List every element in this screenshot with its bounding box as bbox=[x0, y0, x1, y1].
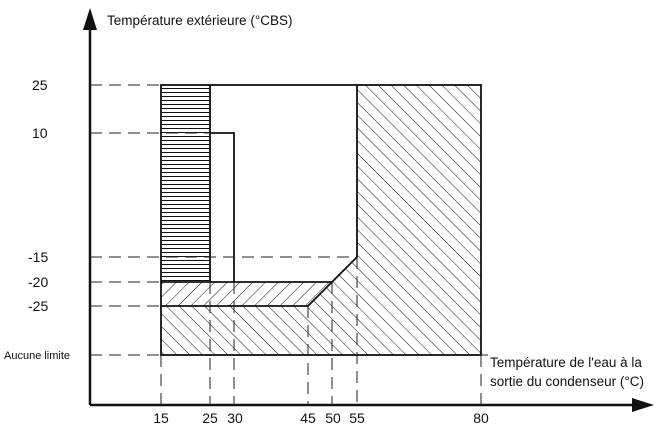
x-axis-title-line1: Température de l'eau à la bbox=[490, 355, 642, 370]
x-tick-label: 80 bbox=[473, 410, 489, 426]
x-axis-title-line2: sortie du condenseur (°C) bbox=[490, 374, 644, 389]
y-tick-label: -15 bbox=[28, 249, 48, 265]
x-tick-label: 50 bbox=[325, 410, 341, 426]
guide-lines bbox=[90, 84, 488, 405]
x-tick-label: 25 bbox=[202, 410, 218, 426]
x-tick-label: 45 bbox=[300, 410, 316, 426]
x-tick-label: 30 bbox=[227, 410, 243, 426]
x-tick-label: 55 bbox=[349, 410, 365, 426]
y-tick-label: -25 bbox=[28, 298, 48, 314]
x-axis-arrow bbox=[632, 398, 654, 412]
y-axis-title: Température extérieure (°CBS) bbox=[107, 13, 292, 28]
x-tick-label: 15 bbox=[153, 410, 169, 426]
y-tick-label: -20 bbox=[28, 274, 48, 290]
zone-horizontal-hatch bbox=[161, 85, 210, 282]
zone-forward-hatch bbox=[161, 85, 481, 355]
y-tick-label: 10 bbox=[32, 125, 48, 141]
zone-backslash-hatch bbox=[161, 282, 332, 306]
y-limit-label: Aucune limite bbox=[4, 350, 70, 362]
region-outlines bbox=[160, 84, 482, 356]
y-tick-label: 25 bbox=[32, 77, 48, 93]
y-axis-arrow bbox=[83, 8, 97, 30]
